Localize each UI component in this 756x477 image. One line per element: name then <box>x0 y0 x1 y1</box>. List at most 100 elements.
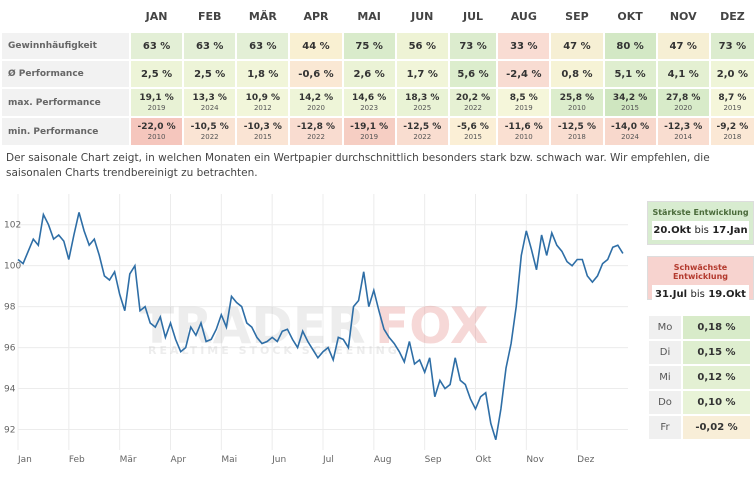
stat-value: -22,0 % <box>137 122 176 132</box>
stat-cell: 47 % <box>657 33 709 59</box>
stat-value: -19,1 % <box>350 122 389 132</box>
weekday-value: 0,15 % <box>683 341 750 364</box>
stat-year: 2010 <box>568 104 586 112</box>
x-axis: Jan Feb Mär Apr Mai Jun Jul Aug Sep Okt Nov Dez <box>17 455 595 465</box>
stat-cell: 0,8 % <box>551 61 603 87</box>
stat-cell: 63 % <box>131 33 183 59</box>
stat-value: -12,8 % <box>296 122 336 132</box>
stat-cell: -9,2 % 2018 <box>710 118 754 145</box>
stat-cell: -5,6 % 2015 <box>449 118 497 145</box>
weekday-performance-table: Mo 0,18 % Di 0,15 % Mi 0,12 % Do 0,10 % Fr -0,02 … <box>647 314 752 441</box>
weekday-row: Mo 0,18 % <box>649 316 750 339</box>
stat-cell: 2,5 % <box>184 61 236 87</box>
weekday-value: -0,02 % <box>683 416 750 439</box>
stat-value: 13,3 % <box>192 93 227 103</box>
stats-row: Ø Performance 2,5 % 2,5 % 1,8 % -0,6 % 2,6 % 1… <box>2 61 754 87</box>
stat-cell: 2,0 % <box>710 61 754 87</box>
stat-cell: 63 % <box>184 33 236 59</box>
stat-value: 14,2 % <box>298 93 334 103</box>
weekday-value: 0,10 % <box>683 391 750 414</box>
x-tick-label: Apr <box>171 455 187 465</box>
row-label: Gewinnhäufigkeit <box>2 33 129 59</box>
stat-cell: -12,3 % 2014 <box>657 118 709 145</box>
stat-year: 2022 <box>464 104 482 112</box>
stats-row: max. Performance 19,1 % 2019 13,3 % 2024 10,9… <box>2 89 754 116</box>
watermark: TRADER FOX REALTIME STOCK SCREENING <box>140 297 488 357</box>
stat-cell: 14,2 % 2020 <box>290 89 342 116</box>
stat-year: 2022 <box>413 133 432 141</box>
x-tick-label: Aug <box>374 455 392 465</box>
stat-value: 19,1 % <box>139 93 174 103</box>
stat-year: 2023 <box>360 104 379 112</box>
stat-cell: 56 % <box>396 33 448 59</box>
y-axis: 92 94 96 98 100 102 <box>4 221 21 436</box>
chart-grid <box>17 194 628 450</box>
weekday-value: 0,12 % <box>683 366 750 389</box>
stat-cell: 73 % <box>449 33 497 59</box>
stat-year: 2020 <box>307 104 325 112</box>
stat-cell: 34,2 % 2015 <box>604 89 656 116</box>
stat-value: -10,5 % <box>190 122 229 132</box>
seasonal-line-chart: TRADER FOX REALTIME STOCK SCREENING 92 94… <box>4 194 628 465</box>
stat-cell: 8,5 % 2019 <box>498 89 550 116</box>
stat-cell: 8,7 % 2019 <box>710 89 754 116</box>
stat-cell: 2,5 % <box>131 61 183 87</box>
row-label: min. Performance <box>2 118 129 145</box>
weekday-row: Do 0,10 % <box>649 391 750 414</box>
y-tick-label: 94 <box>4 385 16 395</box>
y-tick-label: 100 <box>4 262 21 272</box>
stat-year: 2012 <box>253 104 272 112</box>
x-tick-label: Jun <box>271 455 286 465</box>
x-tick-label: Nov <box>526 455 544 465</box>
stat-year: 2015 <box>464 133 482 141</box>
stat-value: -14,0 % <box>611 122 650 132</box>
stat-cell: -11,6 % 2010 <box>498 118 550 145</box>
stat-year: 2014 <box>674 133 693 141</box>
stat-value: -12,5 % <box>403 122 442 132</box>
month-header: OKT <box>617 10 643 23</box>
stat-cell: 14,6 % 2023 <box>343 89 395 116</box>
stat-cell: -2,4 % <box>498 61 550 87</box>
strongest-period-box: Stärkste Entwicklung 20.Okt bis 17.Jan <box>647 201 754 245</box>
weekday-label: Di <box>649 341 681 364</box>
stat-value: 27,8 % <box>666 93 701 103</box>
stat-cell: 13,3 % 2024 <box>184 89 236 116</box>
stat-cell: -14,0 % 2024 <box>604 118 656 145</box>
stat-year: 2022 <box>200 133 219 141</box>
stats-row: Gewinnhäufigkeit 63 % 63 % 63 % 44 % 75 % 56 %… <box>2 33 754 59</box>
row-label: Ø Performance <box>2 61 129 87</box>
stat-year: 2015 <box>621 104 639 112</box>
watermark-brand-right: FOX <box>375 297 488 355</box>
stat-cell: 5,6 % <box>449 61 497 87</box>
x-tick-label: Feb <box>69 455 85 465</box>
stat-year: 2019 <box>723 104 742 112</box>
stat-cell: 80 % <box>604 33 656 59</box>
weakest-title: Schwächste Entwicklung <box>672 263 729 281</box>
stat-cell: 18,3 % 2025 <box>396 89 448 116</box>
weakest-bis: bis <box>690 289 705 300</box>
stat-year: 2018 <box>568 133 586 141</box>
weekday-label: Fr <box>649 416 681 439</box>
stat-value: 10,9 % <box>245 93 281 103</box>
stat-year: 2019 <box>147 104 166 112</box>
stat-value: 25,8 % <box>559 93 595 103</box>
weekday-label: Mo <box>649 316 681 339</box>
stat-year: 2015 <box>253 133 272 141</box>
stat-cell: -12,5 % 2018 <box>551 118 603 145</box>
chart-description: Der saisonale Chart zeigt, in welchen Mo… <box>6 152 710 179</box>
x-tick-label: Okt <box>476 455 492 465</box>
month-header: JUL <box>463 10 484 23</box>
month-header: JUN <box>411 10 434 23</box>
stat-year: 2019 <box>514 104 533 112</box>
month-header: MAI <box>357 10 381 23</box>
x-tick-label: Jul <box>322 455 334 465</box>
month-header: JAN <box>145 10 168 23</box>
month-header: NOV <box>669 10 697 23</box>
stat-value: 8,5 % <box>509 93 538 103</box>
y-tick-label: 92 <box>4 426 15 436</box>
month-header: APR <box>303 10 329 23</box>
stat-value: 8,7 % <box>718 93 747 103</box>
strongest-from: 20.Okt <box>653 225 692 236</box>
stat-cell: 2,6 % <box>343 61 395 87</box>
stat-cell: 47 % <box>551 33 603 59</box>
